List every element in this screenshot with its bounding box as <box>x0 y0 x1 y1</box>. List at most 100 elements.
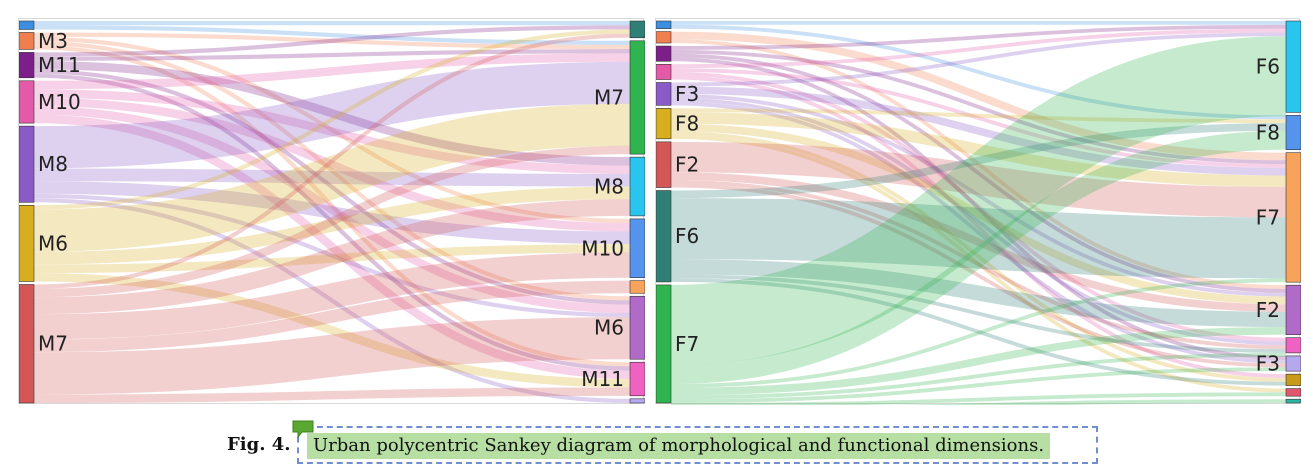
flow-F2-F7t <box>670 141 1287 218</box>
caption-highlight-box[interactable]: Urban polycentric Sankey diagram of morp… <box>297 426 1098 464</box>
source-node-F1[interactable] <box>656 20 672 29</box>
source-node-M8[interactable] <box>19 125 35 203</box>
target-node-M10t[interactable] <box>629 218 645 278</box>
target-label-F7t: F7 <box>1256 205 1280 229</box>
target-node-M11t[interactable] <box>629 361 645 397</box>
source-node-M3[interactable] <box>19 32 35 50</box>
source-node-M11[interactable] <box>19 52 35 79</box>
flow-F8-F4t <box>670 135 1287 393</box>
source-label-M11: M11 <box>38 53 81 77</box>
flow-F3-F2t <box>670 93 1287 297</box>
flow-F3-F6t <box>670 32 1287 87</box>
target-node-M8t[interactable] <box>629 156 645 217</box>
flow-F7-F3t <box>670 367 1287 404</box>
flow-M11-M6t <box>33 69 631 305</box>
target-node-F9t[interactable] <box>1285 337 1301 354</box>
source-label-F6: F6 <box>675 224 699 248</box>
flow-M10-M8t <box>33 89 631 174</box>
target-node-M7t[interactable] <box>629 40 645 155</box>
target-label-F3t: F3 <box>1256 352 1280 376</box>
target-label-F6t: F6 <box>1256 55 1280 79</box>
flow-M7-M10t <box>33 252 631 340</box>
flow-F8-F8t <box>670 108 1287 124</box>
source-node-M1[interactable] <box>19 20 35 30</box>
caption-text[interactable]: Urban polycentric Sankey diagram of morp… <box>307 433 1051 459</box>
flow-M7-M12 <box>33 33 631 289</box>
target-node-F8t[interactable] <box>1285 115 1301 150</box>
flow-M10-M11t <box>33 114 631 380</box>
source-node-F2[interactable] <box>656 141 672 188</box>
target-node-F1t[interactable] <box>1285 398 1301 404</box>
flow-F4-F7t <box>670 31 1287 161</box>
target-label-M8t: M8 <box>594 175 624 199</box>
target-node-F2t[interactable] <box>1285 284 1301 335</box>
flow-F7-F6t <box>670 36 1287 365</box>
target-node-F3t[interactable] <box>1285 355 1301 372</box>
flow-F7-F4t <box>670 392 1287 405</box>
flow-F5-F2t <box>670 53 1287 293</box>
target-label-M10t: M10 <box>581 236 624 260</box>
flow-F5-F7t <box>670 49 1287 165</box>
flow-M6-M11t <box>33 273 631 388</box>
flow-M10-M6t <box>33 106 631 314</box>
source-node-F9[interactable] <box>656 63 672 80</box>
flow-M8-M10t <box>33 181 631 245</box>
flow-M7-M6t <box>33 317 631 395</box>
target-node-M4t[interactable] <box>629 280 645 294</box>
source-node-M10[interactable] <box>19 80 35 124</box>
source-node-F5[interactable] <box>656 45 672 62</box>
flow-M8-M6t <box>33 193 631 318</box>
flow-M6-M7t <box>33 103 631 252</box>
flow-F7-F9t <box>670 352 1287 400</box>
sankey-functional-svg: F3 F8 F2 F6 F7 F6 F8 F7 F2 F3 <box>656 20 1301 405</box>
figure-label: Fig. 4. <box>227 434 291 455</box>
source-label-F2: F2 <box>675 153 699 177</box>
target-label-M11t: M11 <box>581 367 624 391</box>
flow-F9-F6t <box>670 28 1287 69</box>
target-node-M12[interactable] <box>629 20 645 39</box>
source-label-M6: M6 <box>38 231 68 255</box>
flow-F1-F8t <box>670 24 1287 120</box>
source-node-F4[interactable] <box>656 31 672 44</box>
flow-F2-F2t <box>670 172 1287 312</box>
figure-caption: Fig. 4. Urban polycentric Sankey diagram… <box>0 420 1313 470</box>
flow-F6-F8t <box>670 123 1287 199</box>
target-node-M6t[interactable] <box>629 295 645 360</box>
comment-icon[interactable] <box>292 420 314 438</box>
source-node-F3[interactable] <box>656 82 672 106</box>
source-node-M6[interactable] <box>19 205 35 282</box>
target-label-M6t: M6 <box>594 316 624 340</box>
flow-F6-F7t <box>670 198 1287 279</box>
sankey-functional-panel: F3 F8 F2 F6 F7 F6 F8 F7 F2 F3 <box>655 18 1301 405</box>
target-node-F5t[interactable] <box>1285 373 1301 386</box>
flow-M3-M10t <box>33 36 631 224</box>
source-label-F7: F7 <box>675 332 699 356</box>
flow-F9-F5t <box>670 75 1287 378</box>
target-node-M2t[interactable] <box>629 398 645 404</box>
flow-M1-M7t <box>33 25 631 45</box>
target-node-F6t[interactable] <box>1285 20 1301 113</box>
target-node-F7t[interactable] <box>1285 152 1301 283</box>
source-node-F7[interactable] <box>656 284 672 404</box>
source-label-M8: M8 <box>38 152 68 176</box>
source-label-F3: F3 <box>675 82 699 106</box>
flow-M3-M11t <box>33 45 631 367</box>
source-label-M7: M7 <box>38 332 68 356</box>
flow-F4-F2t <box>670 39 1287 289</box>
flow-M11-M12 <box>33 25 631 57</box>
source-node-F8[interactable] <box>656 108 672 140</box>
flow-F2-F3t <box>670 183 1287 368</box>
source-node-F6[interactable] <box>656 190 672 283</box>
flow-M8-M7t <box>33 61 631 169</box>
flow-M11-M8t <box>33 60 631 166</box>
flow-F6-F2t <box>670 259 1287 328</box>
target-node-F4t[interactable] <box>1285 388 1301 397</box>
flow-F7-F7t <box>670 278 1287 388</box>
source-label-M10: M10 <box>38 90 81 114</box>
source-label-F8: F8 <box>675 112 699 136</box>
source-node-M7[interactable] <box>19 284 35 404</box>
flow-M7-M8t <box>33 199 631 315</box>
flow-M6-M8t <box>33 186 631 265</box>
flow-M8-M8t <box>33 168 631 187</box>
flow-F8-F7t <box>670 112 1287 187</box>
